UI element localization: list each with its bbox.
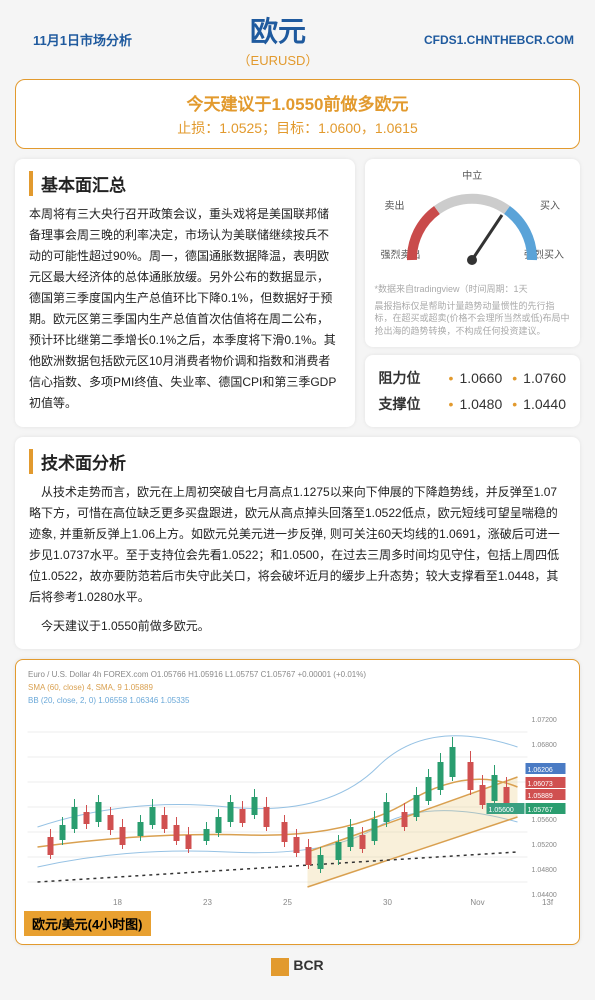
svg-text:1.05889: 1.05889 (528, 793, 553, 800)
support-v1: 1.0480 (459, 396, 502, 412)
header: 11月1日市场分析 欧元 （EURUSD） CFDS1.CHNTHEBCR.CO… (15, 10, 580, 69)
svg-text:Nov: Nov (470, 898, 484, 907)
svg-text:13f: 13f (542, 898, 554, 907)
levels-card: 阻力位 •1.0660 •1.0760 支撑位 •1.0480 •1.0440 (365, 355, 580, 427)
gauge: 中立 卖出 买入 强烈卖出 强烈买入 (375, 169, 570, 279)
chart-bb: BB (20, close, 2, 0) 1.06558 1.06346 1.0… (24, 694, 571, 707)
svg-text:1.05600: 1.05600 (532, 817, 557, 824)
technical-card: 技术面分析 从技术走势而言，欧元在上周初突破自七月高点1.1275以来向下伸展的… (15, 437, 580, 649)
fundamental-card: 基本面汇总 本周将有三大央行召开政策会议，重头戏将是美国联邦储备理事会周三晚的利… (15, 159, 355, 427)
svg-text:1.05200: 1.05200 (532, 842, 557, 849)
gauge-note1: *数据来自tradingview（时间周期：1天 (375, 283, 570, 296)
chart-header: Euro / U.S. Dollar 4h FOREX.com O1.05766… (24, 668, 571, 681)
header-divider (15, 61, 27, 63)
gauge-mid-label: 中立 (462, 167, 482, 182)
svg-text:1.05767: 1.05767 (528, 807, 553, 814)
support-v2: 1.0440 (523, 396, 566, 412)
svg-text:1.07200: 1.07200 (532, 717, 557, 724)
brand-icon (271, 958, 289, 976)
chart-sma: SMA (60, close) 4, SMA, 9 1.05889 (24, 681, 571, 694)
gauge-card: 中立 卖出 买入 强烈卖出 强烈买入 (365, 159, 580, 347)
svg-text:23: 23 (203, 898, 212, 907)
svg-text:1.05600: 1.05600 (489, 807, 514, 814)
main-title: 欧元 (144, 10, 412, 50)
chart-area: 1.07200 1.06800 1.06400 1.06000 1.05600 … (24, 707, 571, 907)
support-label: 支撑位 (379, 394, 439, 414)
chart-card: Euro / U.S. Dollar 4h FOREX.com O1.05766… (15, 659, 580, 945)
recommendation-sub: 止损：1.0525；目标：1.0600，1.0615 (31, 118, 564, 138)
sub-title: （EURUSD） (144, 50, 412, 69)
svg-text:1.04800: 1.04800 (532, 867, 557, 874)
title-block: 欧元 （EURUSD） (138, 10, 418, 69)
support-row: 支撑位 •1.0480 •1.0440 (379, 391, 566, 417)
technical-p1: 从技术走势而言，欧元在上周初突破自七月高点1.1275以来向下伸展的下降趋势线，… (29, 482, 566, 608)
resistance-v2: 1.0760 (523, 370, 566, 386)
technical-title: 技术面分析 (29, 449, 566, 474)
gauge-note2: 晨报指标仅是帮助计量趋势动量惯性的先行指标，在超买或超卖(价格不会理所当然或低)… (375, 300, 570, 338)
candlestick-chart: 1.07200 1.06800 1.06400 1.06000 1.05600 … (24, 707, 571, 907)
svg-text:1.06800: 1.06800 (532, 742, 557, 749)
gauge-svg (397, 185, 547, 270)
resistance-v1: 1.0660 (459, 370, 502, 386)
svg-text:25: 25 (283, 898, 292, 907)
brand-name: BCR (293, 957, 323, 973)
resistance-label: 阻力位 (379, 368, 439, 388)
svg-text:1.06206: 1.06206 (528, 767, 553, 774)
recommendation-box: 今天建议于1.0550前做多欧元 止损：1.0525；目标：1.0600，1.0… (15, 79, 580, 149)
date-label: 11月1日市场分析 (27, 30, 138, 49)
fundamental-title: 基本面汇总 (29, 171, 341, 196)
site-url: CFDS1.CHNTHEBCR.COM (418, 33, 580, 47)
svg-text:18: 18 (113, 898, 122, 907)
svg-text:1.06073: 1.06073 (528, 781, 553, 788)
fundamental-text: 本周将有三大央行召开政策会议，重头戏将是美国联邦储备理事会周三晚的利率决定，市场… (29, 204, 341, 414)
recommendation-main: 今天建议于1.0550前做多欧元 (31, 90, 564, 115)
svg-text:30: 30 (383, 898, 392, 907)
resistance-row: 阻力位 •1.0660 •1.0760 (379, 365, 566, 391)
chart-caption: 欧元/美元(4小时图) (24, 911, 151, 936)
footer: BCR (15, 945, 580, 979)
technical-p2: 今天建议于1.0550前做多欧元。 (29, 616, 566, 637)
